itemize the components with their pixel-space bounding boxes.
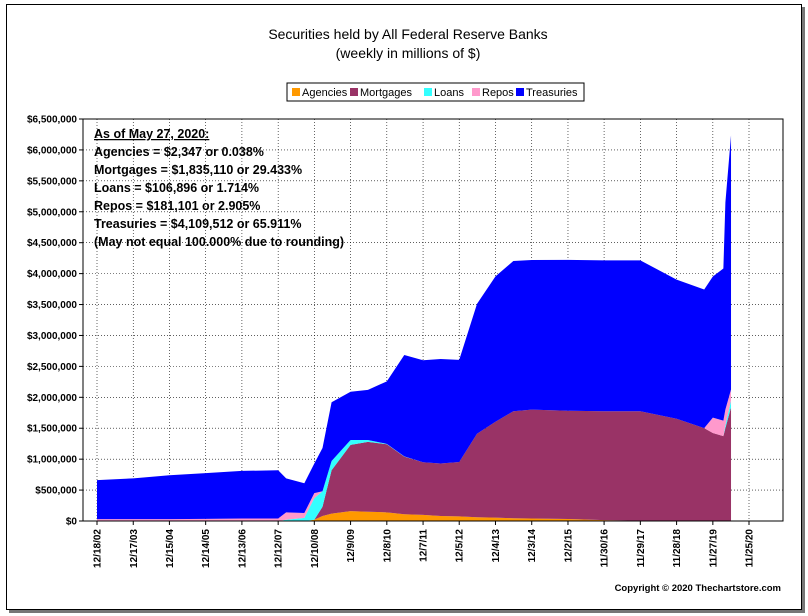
legend-label-agencies: Agencies (302, 87, 348, 99)
x-tick-label: 12/10/08 (310, 529, 321, 568)
y-tick-label: $2,000,000 (27, 393, 77, 404)
x-tick-label: 12/15/04 (165, 529, 176, 568)
legend-swatch-loans (424, 88, 432, 96)
x-tick-label: 12/4/13 (491, 529, 502, 563)
y-tick-label: $2,500,000 (27, 362, 77, 373)
copyright-text: Copyright © 2020 Thechartstore.com (615, 583, 781, 594)
y-tick-label: $1,500,000 (27, 424, 77, 435)
annotation-heading: As of May 27, 2020: (94, 127, 209, 141)
y-tick-label: $500,000 (35, 486, 77, 497)
x-tick-label: 11/25/20 (745, 529, 756, 568)
y-tick-label: $1,000,000 (27, 455, 77, 466)
y-tick-label: $0 (66, 517, 78, 528)
legend-swatch-agencies (292, 88, 300, 96)
annotation-line: Agencies = $2,347 or 0.038% (94, 145, 264, 159)
annotation-box: As of May 27, 2020: Agencies = $2,347 or … (94, 127, 344, 249)
x-tick-label: 12/3/14 (527, 529, 538, 563)
legend-label-mortgages: Mortgages (360, 87, 412, 99)
chart-svg: Securities held by All Federal Reserve B… (27, 26, 784, 594)
x-tick-label: 12/14/05 (201, 529, 212, 568)
y-tick-label: $5,500,000 (27, 176, 77, 187)
legend-label-repos: Repos (482, 87, 514, 99)
chart-title: Securities held by All Federal Reserve B… (268, 26, 547, 42)
x-tick-label: 12/2/15 (563, 529, 574, 563)
annotation-line: (May not equal 100.000% due to rounding) (94, 235, 344, 249)
annotation-line: Repos = $181,101 or 2.905% (94, 199, 260, 213)
annotation-line: Treasuries = $4,109,512 or 65.911% (94, 217, 301, 231)
y-tick-label: $4,000,000 (27, 269, 77, 280)
chart-subtitle: (weekly in millions of $) (336, 45, 481, 61)
chart-frame: Securities held by All Federal Reserve B… (6, 4, 802, 610)
plot-border (82, 118, 784, 522)
x-tick-label: 12/8/10 (382, 529, 393, 563)
annotation-line: Loans = $106,896 or 1.714% (94, 181, 259, 195)
x-tick-label: 11/28/18 (672, 529, 683, 568)
y-axis-ticks: $0 $500,000 $1,000,000 $1,500,000 $2,000,000… (27, 115, 83, 528)
x-tick-label: 12/9/09 (346, 529, 357, 563)
y-tick-label: $3,000,000 (27, 331, 77, 342)
area-treasuries (97, 135, 732, 520)
x-tick-label: 12/7/11 (419, 529, 430, 562)
x-tick-label: 11/27/19 (708, 529, 719, 568)
legend-label-loans: Loans (434, 87, 464, 99)
x-tick-label: 12/13/06 (237, 529, 248, 568)
x-tick-label: 12/5/12 (455, 529, 466, 563)
x-tick-label: 12/12/07 (274, 529, 285, 568)
x-tick-label: 11/30/16 (600, 529, 611, 568)
legend-swatch-mortgages (350, 88, 358, 96)
legend-swatch-treasuries (516, 88, 524, 96)
x-tick-label: 12/17/03 (129, 529, 140, 568)
y-tick-label: $6,500,000 (27, 115, 77, 126)
legend-label-treasuries: Treasuries (526, 87, 578, 99)
legend-box (286, 82, 585, 102)
y-tick-label: $5,000,000 (27, 207, 77, 218)
x-axis-ticks: 12/18/02 12/17/03 12/15/04 12/14/05 12/13/06… (93, 521, 756, 568)
y-tick-label: $4,500,000 (27, 238, 77, 249)
y-tick-label: $3,500,000 (27, 300, 77, 311)
x-tick-label: 11/29/17 (636, 529, 647, 568)
area-mortgages (97, 407, 732, 521)
x-tick-label: 12/18/02 (93, 529, 104, 568)
y-tick-label: $6,000,000 (27, 145, 77, 156)
plot-area (82, 118, 784, 522)
legend: Agencies Mortgages Loans Repos Treasuries (286, 82, 585, 102)
legend-swatch-repos (472, 88, 480, 96)
area-agencies (97, 511, 732, 521)
stacked-areas (97, 135, 732, 521)
annotation-line: Mortgages = $1,835,110 or 29.433% (94, 163, 302, 177)
